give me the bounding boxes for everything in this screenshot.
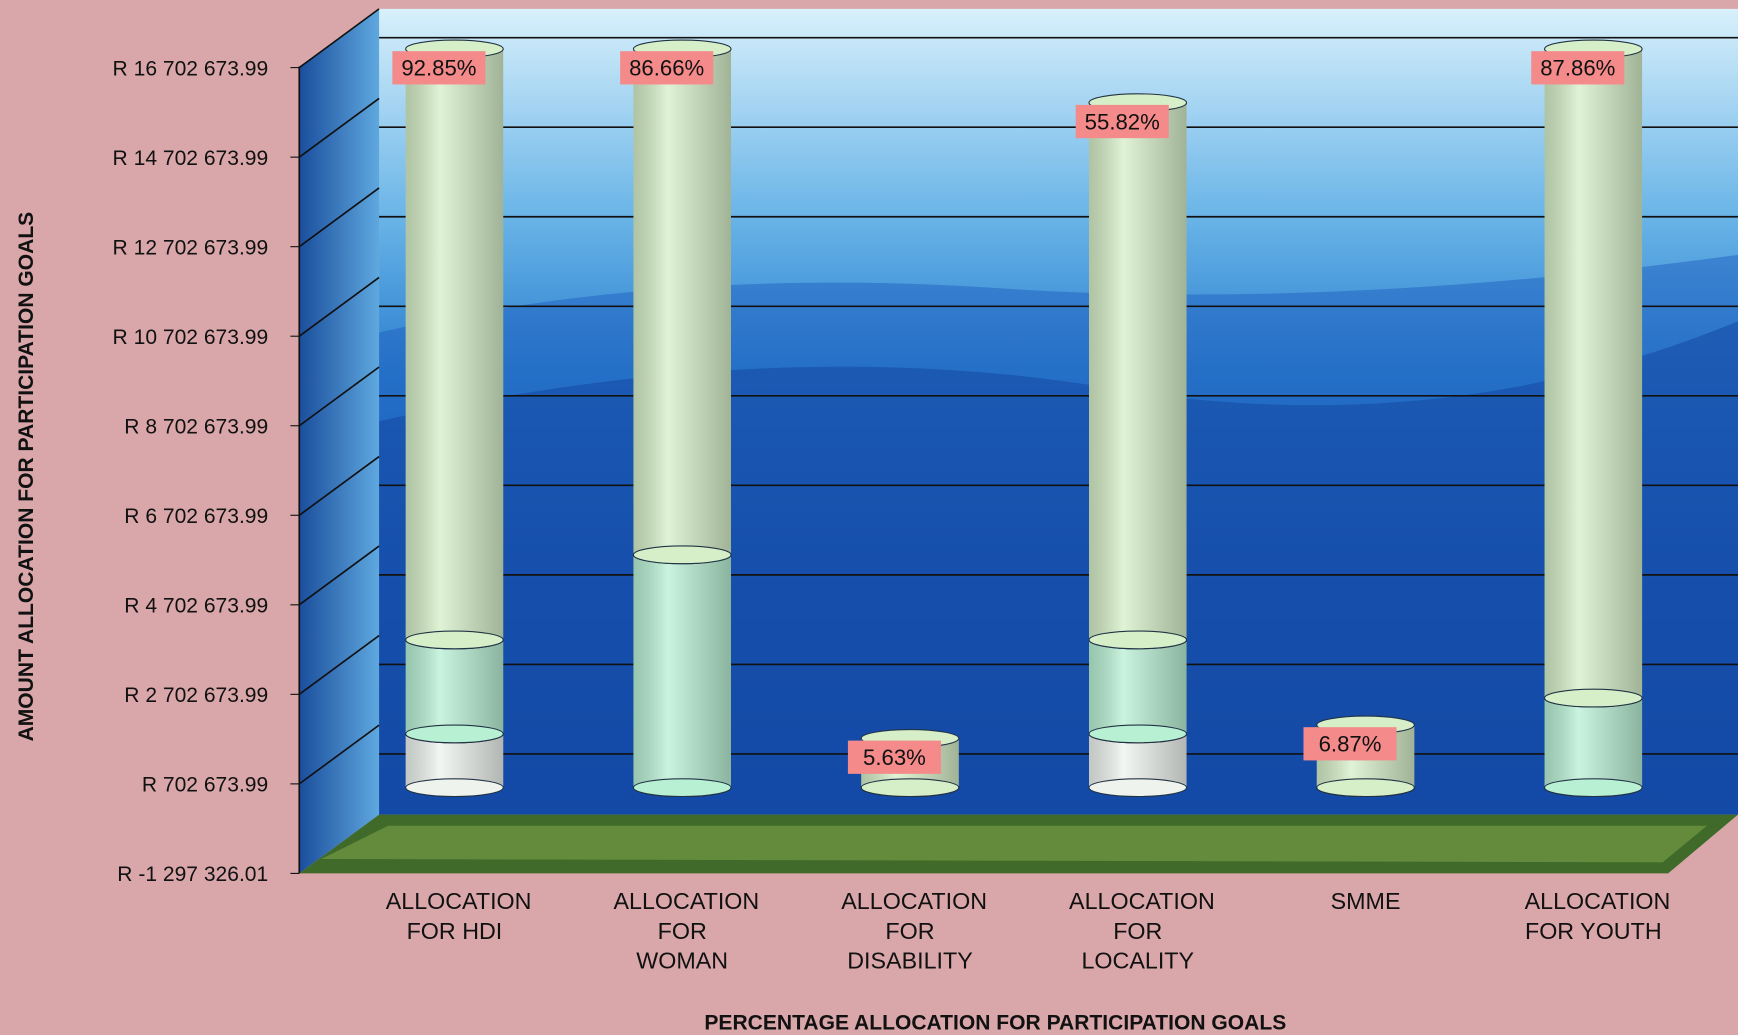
- y-tick-label: R 2 702 673.99: [124, 684, 268, 707]
- y-tick-label: R 702 673.99: [142, 774, 268, 797]
- cylinder-edge: [1088, 724, 1188, 744]
- label-box: [392, 51, 486, 85]
- cylinder-shade: [1544, 48, 1643, 699]
- cylinder-edge: [632, 545, 732, 565]
- percent-label: 6.87%: [1319, 732, 1382, 757]
- x-axis-title: PERCENTAGE ALLOCATION FOR PARTICIPATION …: [704, 1012, 1286, 1035]
- grid-line: [298, 187, 380, 248]
- label-box: [1303, 727, 1397, 761]
- grid-line: [298, 724, 380, 785]
- cylinder-edge: [1544, 688, 1643, 708]
- grid-line: [298, 8, 380, 69]
- y-tick-label: R 4 702 673.99: [124, 595, 268, 618]
- y-tick-label: R 14 702 673.99: [113, 147, 269, 170]
- cylinder-shade: [1544, 698, 1643, 788]
- x-tick-label-box: SMME: [1330, 888, 1401, 915]
- percent-label: 5.63%: [863, 745, 926, 770]
- y-tick-label: R 12 702 673.99: [113, 236, 269, 259]
- cylinder-edge: [1316, 778, 1415, 798]
- cylinder-edge: [1544, 778, 1643, 798]
- label-box: [1531, 51, 1625, 85]
- cylinder-shade: [633, 48, 731, 555]
- cylinder-edge: [1088, 778, 1188, 798]
- x-tick-label-box: ALLOCATION FOR DISABILITY: [841, 888, 988, 975]
- cylinder-edge: [405, 778, 504, 798]
- grid-line: [298, 97, 380, 158]
- grid-line: [298, 545, 380, 606]
- y-tick-label: R 10 702 673.99: [113, 326, 269, 349]
- x-tick-label-box: ALLOCATION FOR YOUTH: [1524, 888, 1671, 945]
- x-tick-label: ALLOCATION FOR DISABILITY: [841, 888, 988, 975]
- x-tick-label: ALLOCATION FOR LOCALITY: [1069, 888, 1215, 975]
- floor-texture: [321, 825, 1707, 863]
- grid-line: [298, 634, 380, 696]
- percent-label: 92.85%: [401, 56, 476, 81]
- x-tick-label: SMME: [1330, 888, 1401, 915]
- percent-label: 87.86%: [1540, 56, 1615, 81]
- grid-line: [298, 276, 380, 337]
- percent-label: 86.66%: [629, 56, 704, 81]
- cylinder-shade: [405, 48, 504, 640]
- cylinder-shade: [1089, 102, 1187, 640]
- cylinder-edge: [1088, 630, 1188, 650]
- cylinder-edge: [632, 778, 732, 798]
- x-tick-label: ALLOCATION FOR WOMAN: [613, 888, 760, 975]
- x-tick-label-box: ALLOCATION FOR LOCALITY: [1069, 888, 1215, 975]
- y-axis-title: AMOUNT ALLOCATION FOR PARTICIPATION GOAL…: [15, 212, 38, 742]
- y-tick-label: R 16 702 673.99: [113, 57, 269, 80]
- percent-label: 55.82%: [1085, 109, 1160, 134]
- cylinder-edge: [405, 724, 504, 744]
- left-wall: [299, 8, 380, 874]
- plot: AMOUNT ALLOCATION FOR PARTICIPATION GOAL…: [15, 8, 1738, 1035]
- y-tick-label: R 8 702 673.99: [124, 416, 268, 439]
- label-box: [847, 740, 942, 774]
- grid-line: [298, 366, 380, 427]
- cylinder-edge: [405, 630, 504, 650]
- x-tick-label-box: ALLOCATION FOR HDI: [385, 888, 532, 945]
- y-tick-label: R 6 702 673.99: [124, 505, 268, 528]
- label-box: [1075, 104, 1169, 139]
- y-tick-label: R -1 297 326.01: [117, 863, 268, 886]
- label-box: [620, 51, 714, 85]
- x-tick-label: ALLOCATION FOR HDI: [385, 888, 532, 945]
- x-tick-label-box: ALLOCATION FOR WOMAN: [613, 888, 760, 975]
- x-tick-label: ALLOCATION FOR YOUTH: [1524, 888, 1671, 945]
- cylinder-shade: [1089, 639, 1187, 734]
- cylinder-shade: [405, 639, 504, 734]
- grid-line: [298, 455, 380, 516]
- cylinder-edge: [860, 778, 960, 798]
- cylinder-shade: [633, 554, 731, 788]
